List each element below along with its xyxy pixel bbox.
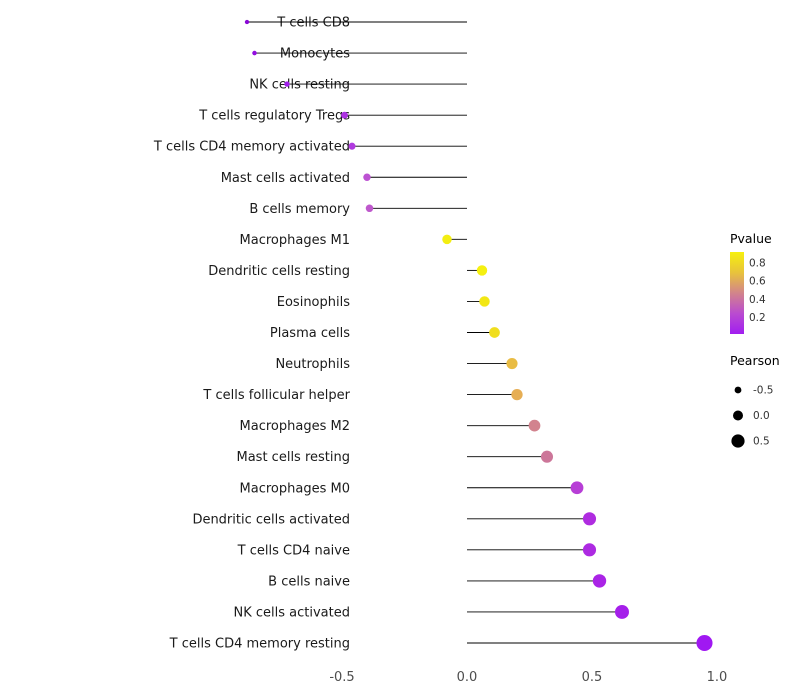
x-tick-label: 0.5 (582, 670, 603, 685)
lollipop-point (476, 265, 488, 276)
pearson-key-label: 0.0 (753, 410, 770, 422)
lollipop-point (348, 142, 356, 150)
category-label: Dendritic cells activated (192, 512, 350, 527)
category-label: T cells CD4 naive (237, 543, 350, 558)
pvalue-tick-label: 0.6 (749, 276, 766, 288)
category-label: T cells CD4 memory activated (153, 140, 350, 155)
pearson-legend-title: Pearson (730, 353, 780, 368)
lollipop-point (570, 481, 584, 495)
lollipop-point (341, 111, 348, 119)
x-tick-label: 1.0 (707, 670, 728, 685)
pvalue-legend-title: Pvalue (730, 231, 772, 246)
category-label: B cells memory (249, 202, 350, 217)
category-label: NK cells resting (249, 78, 350, 93)
category-label: Macrophages M0 (240, 481, 350, 496)
category-label: Dendritic cells resting (208, 264, 350, 279)
category-label: T cells regulatory Tregs (198, 109, 350, 124)
lollipop-point (442, 234, 452, 245)
lollipop-point (244, 19, 250, 25)
lollipop-point (284, 81, 290, 87)
category-label: NK cells activated (234, 605, 351, 620)
x-tick-label: 0.0 (457, 670, 478, 685)
lollipop-point (489, 327, 500, 338)
category-label: T cells follicular helper (202, 388, 350, 403)
lollipop-point (528, 419, 541, 432)
category-label: Macrophages M2 (240, 419, 350, 434)
category-label: Plasma cells (270, 326, 350, 341)
category-label: Mast cells activated (221, 171, 350, 186)
pvalue-gradient-bar (730, 252, 744, 334)
category-label: Monocytes (280, 47, 350, 62)
category-label: Mast cells resting (237, 450, 351, 465)
pearson-key-dot (731, 434, 745, 448)
category-label: T cells CD8 (276, 16, 350, 31)
lollipop-point (479, 296, 490, 307)
pearson-key-label: -0.5 (753, 385, 774, 397)
lollipop-point (363, 173, 371, 181)
lollipop-point (696, 634, 713, 652)
category-label: T cells CD4 memory resting (169, 637, 350, 652)
pvalue-tick-label: 0.2 (749, 312, 766, 324)
category-label: Eosinophils (277, 295, 350, 310)
x-tick-label: -0.5 (329, 670, 354, 685)
category-label: Macrophages M1 (240, 233, 350, 248)
pearson-key-dot (733, 410, 743, 421)
lollipop-point (582, 512, 597, 526)
category-label: B cells naive (268, 574, 350, 589)
lollipop-point (252, 50, 257, 56)
lollipop-point (365, 204, 374, 213)
pvalue-tick-label: 0.4 (749, 294, 766, 306)
lollipop-point (511, 388, 523, 401)
pvalue-tick-label: 0.8 (749, 257, 766, 269)
lollipop-point (615, 604, 629, 619)
lollipop-point (582, 543, 597, 557)
pearson-key-dot (734, 386, 742, 394)
pearson-key-label: 0.5 (753, 436, 770, 448)
lollipop-point (506, 357, 518, 370)
category-label: Neutrophils (275, 357, 350, 372)
lollipop-point (592, 574, 607, 588)
lollipop-point (540, 450, 554, 463)
